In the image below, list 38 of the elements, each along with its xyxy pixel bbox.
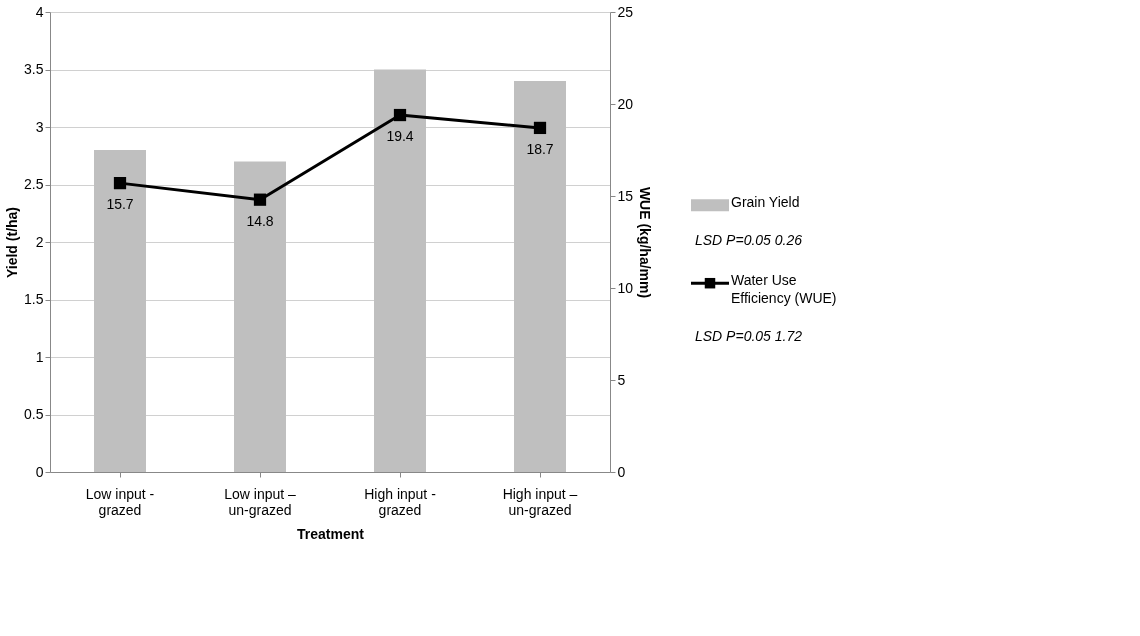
x-tick-label: High input – un-grazed (502, 485, 578, 518)
bar (94, 150, 146, 472)
y2-tick-label: 10 (617, 279, 634, 296)
y-tick-label: 0.5 (24, 406, 44, 422)
x-tick-label: Low input – un-grazed (224, 485, 297, 518)
y-tick-label: 1 (35, 348, 44, 365)
data-label: 15.7 (106, 196, 134, 213)
y-tick-label: 1.5 (24, 291, 44, 307)
y2-tick-label: 20 (617, 95, 634, 112)
bar (374, 69, 426, 472)
text: LSD P=0.05 1.72 (695, 328, 803, 345)
y-tick-label: 3 (35, 118, 44, 135)
y2-tick-label: 15 (617, 187, 634, 204)
text: LSD P=0.05 0.26 (695, 232, 803, 249)
legend-label: Water Use Efficiency (WUE) (731, 272, 837, 307)
y-tick-label: 0 (35, 463, 44, 480)
y-tick-label: 2 (35, 233, 44, 250)
data-label: 19.4 (386, 128, 414, 145)
y-axis-title: Yield (t/ha) (4, 206, 21, 279)
data-label: 18.7 (526, 140, 554, 157)
y2-tick-label: 0 (617, 463, 626, 480)
y2-tick-label: 5 (617, 371, 626, 388)
point (393, 108, 407, 122)
data-label: 14.8 (246, 212, 274, 229)
x-tick-label: High input - grazed (364, 485, 437, 518)
bar (514, 81, 566, 472)
y-tick-label: 2.5 (24, 176, 44, 192)
x-tick-label: Low input - grazed (85, 485, 155, 518)
point (533, 121, 547, 135)
y-tick-label: 3.5 (24, 61, 44, 77)
y2-axis-title: WUE (kg/ha/mm) (637, 186, 654, 299)
y-tick-label: 4 (35, 3, 44, 20)
point (113, 177, 127, 190)
y2-tick-label: 25 (617, 3, 634, 20)
point (253, 193, 267, 206)
x-axis-title: Treatment (297, 525, 365, 542)
legend-label: Grain Yield (731, 194, 800, 211)
bar (234, 161, 286, 472)
